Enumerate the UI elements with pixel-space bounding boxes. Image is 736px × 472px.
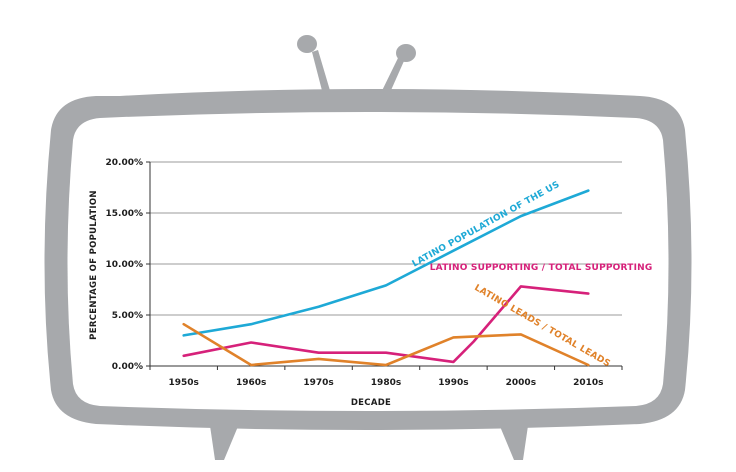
- x-tick-label: 2010s: [573, 378, 603, 388]
- tv-screen: [67, 112, 669, 411]
- y-tick-label: 20.00%: [106, 158, 144, 168]
- series-lines: [182, 189, 590, 367]
- x-tick-label: 1950s: [169, 378, 199, 388]
- y-tick-label: 0.00%: [112, 362, 143, 372]
- series-line-2: [182, 322, 590, 367]
- y-tick-label: 5.00%: [112, 311, 143, 321]
- series-label-1: LATINO SUPPORTING / TOTAL SUPPORTING: [430, 263, 653, 273]
- x-tick-label: 1960s: [236, 378, 266, 388]
- x-tick-label: 1990s: [438, 378, 468, 388]
- y-axis-ticks: 0.00% 5.00% 10.00% 15.00% 20.00%: [106, 158, 150, 372]
- y-tick-label: 15.00%: [106, 209, 144, 219]
- x-axis-title: DECADE: [351, 398, 391, 408]
- y-tick-label: 10.00%: [106, 260, 144, 270]
- x-tick-label: 1980s: [371, 378, 401, 388]
- y-axis-title: PERCENTAGE OF POPULATION: [89, 190, 99, 340]
- x-axis-ticks: 1950s 1960s 1970s 1980s 1990s 2000s 2010s: [149, 366, 623, 388]
- antenna-right-knob: [396, 44, 416, 62]
- gridlines: [150, 161, 622, 316]
- x-tick-label: 2000s: [506, 378, 536, 388]
- antenna-left-knob: [297, 35, 317, 53]
- series-line-1: [182, 285, 590, 364]
- series-line-0: [182, 189, 590, 337]
- x-tick-label: 1970s: [303, 378, 333, 388]
